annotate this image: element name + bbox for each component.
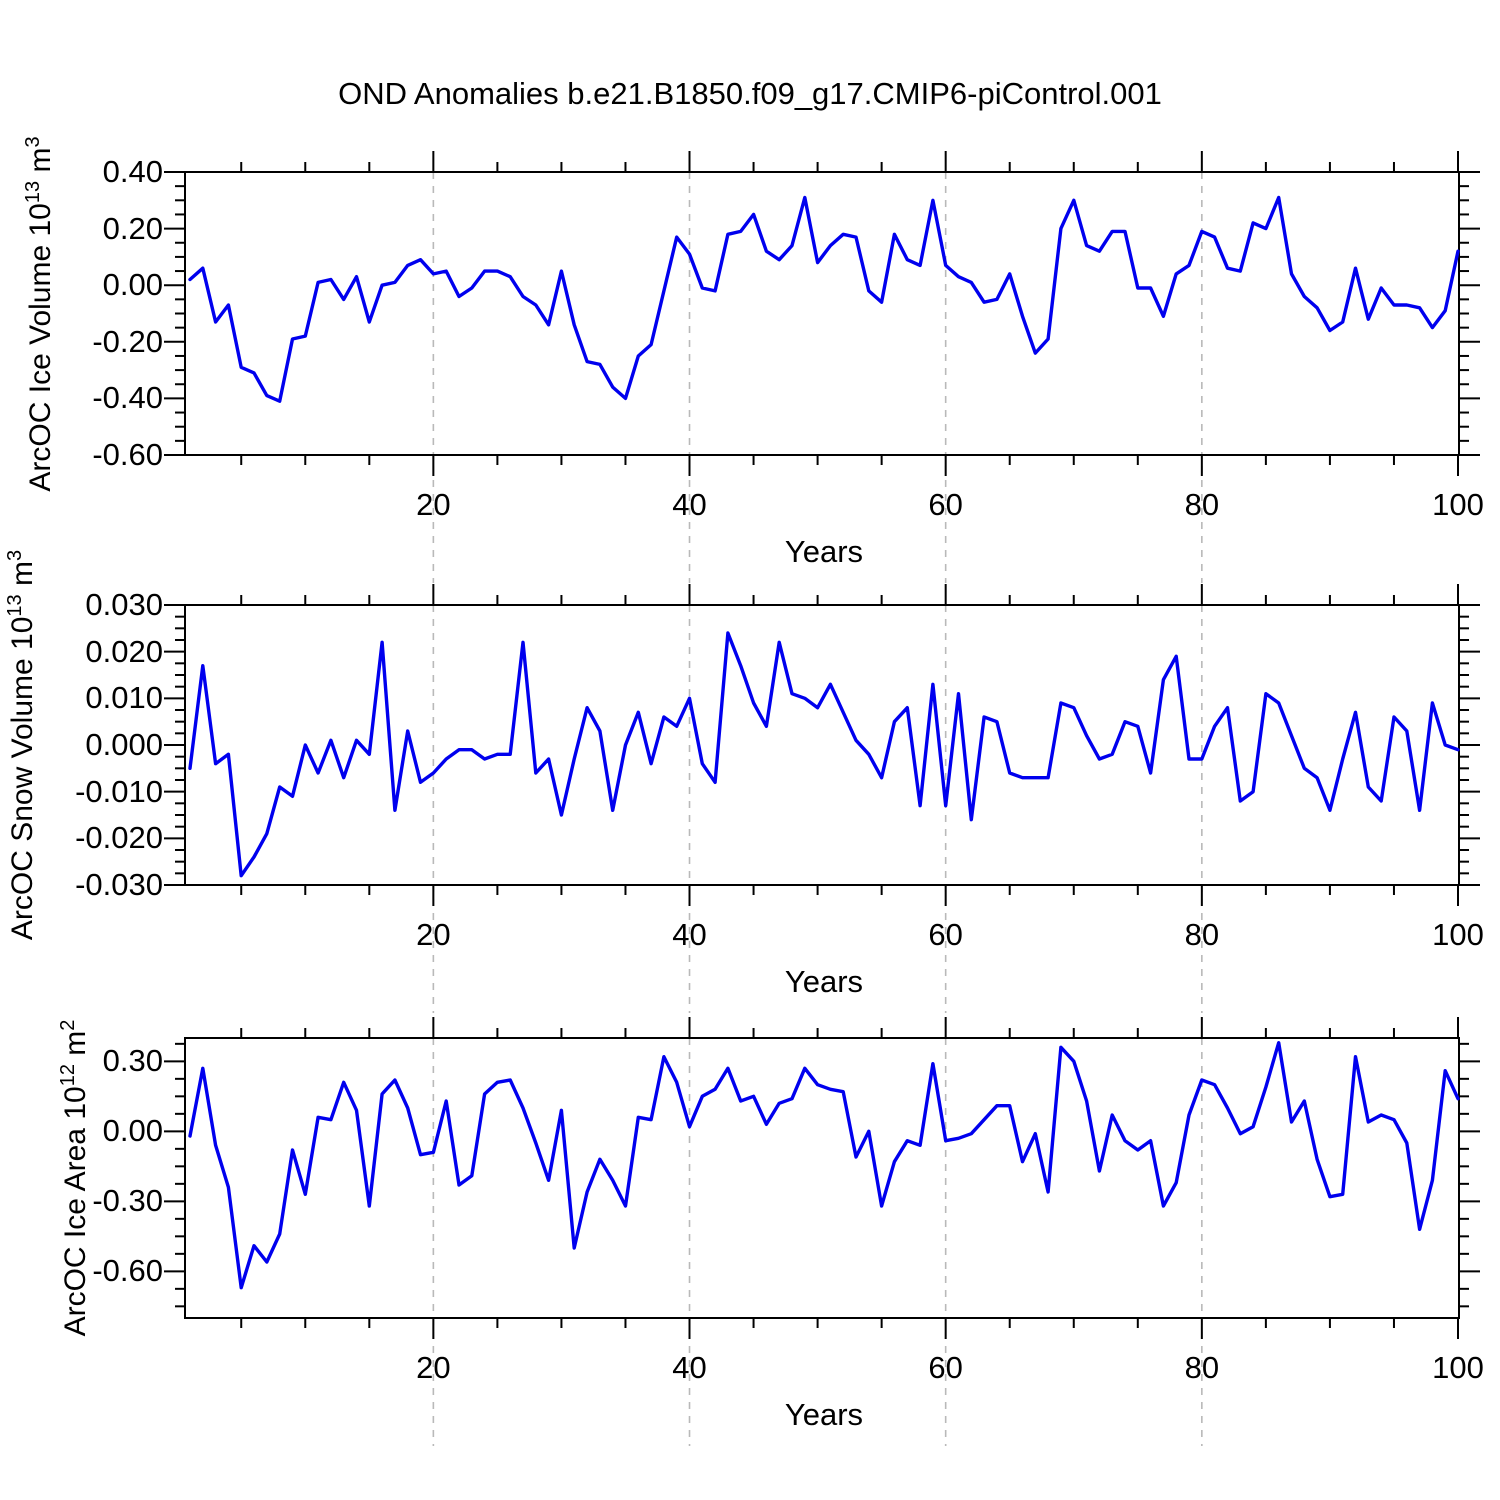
x-tick-label: 20 [416,1350,451,1385]
x-tick-label: 80 [1184,1350,1220,1385]
y-axis-title-sup: 13 [4,594,26,617]
y-tick-label: 0.00 [102,267,163,303]
y-axis-title: ArcOC Ice Volume 1013 m3 [22,136,58,491]
y-axis-title: ArcOC Snow Volume 1013 m3 [4,550,40,940]
plot-frame [184,1037,1460,1319]
x-tick-label: 100 [1432,487,1484,522]
y-tick-label: 0.000 [85,727,163,762]
y-tick-label: 0.40 [102,154,163,189]
y-axis-title-sup: 13 [22,180,44,203]
chart-title: OND Anomalies b.e21.B1850.f09_g17.CMIP6-… [338,76,1162,111]
x-tick-label: 40 [672,917,707,952]
x-axis-title: Years [784,534,864,569]
x-tick-label: 60 [928,1350,963,1385]
y-axis-title-text: ArcOC Snow Volume 10 [6,616,39,941]
x-axis-title: Years [784,964,864,999]
y-tick-label: 0.020 [85,633,163,669]
data-line-series [188,195,1460,403]
y-axis-title-text: m [6,561,39,595]
y-tick-label: -0.60 [92,437,163,472]
y-tick-label: -0.60 [92,1253,163,1289]
plot-frame [184,171,1460,456]
plot-frame [184,604,1460,886]
y-tick-label: -0.020 [75,820,163,856]
x-tick-label: 100 [1432,917,1484,952]
x-tick-label: 20 [416,917,451,952]
x-tick-label: 80 [1184,487,1220,522]
y-tick-label: -0.030 [75,867,163,902]
x-axis-title: Years [784,1397,864,1432]
y-axis-title: ArcOC Ice Area 1012 m2 [57,1020,93,1337]
y-tick-label: 0.30 [102,1043,163,1079]
data-line-series [188,631,1460,878]
y-tick-label: 0.010 [85,680,163,716]
y-axis-title-sup: 2 [57,1019,79,1031]
y-tick-label: -0.20 [92,323,163,359]
x-tick-label: 60 [928,487,963,522]
y-axis-title-text: m [24,147,57,181]
x-tick-label: 40 [672,487,707,522]
y-axis-title-sup: 3 [4,549,26,562]
x-tick-label: 20 [416,487,451,522]
x-tick-label: 100 [1432,1350,1484,1385]
y-tick-label: 0.00 [102,1113,163,1149]
x-tick-label: 60 [928,917,963,952]
y-axis-title-sup: 12 [57,1064,79,1087]
y-axis-title-sup: 3 [22,135,44,148]
y-tick-label: -0.30 [92,1183,163,1219]
y-tick-label: -0.40 [92,380,163,416]
y-axis-title-text: m [59,1030,92,1065]
y-tick-label: 0.20 [102,210,163,246]
y-tick-label: 0.030 [85,587,163,622]
y-axis-title-text: ArcOC Ice Area 10 [59,1086,92,1337]
x-tick-label: 40 [672,1350,707,1385]
y-axis-title-text: ArcOC Ice Volume 10 [24,202,57,492]
data-line-series [188,1040,1460,1290]
y-tick-label: -0.010 [75,773,163,809]
x-tick-label: 80 [1184,917,1220,952]
